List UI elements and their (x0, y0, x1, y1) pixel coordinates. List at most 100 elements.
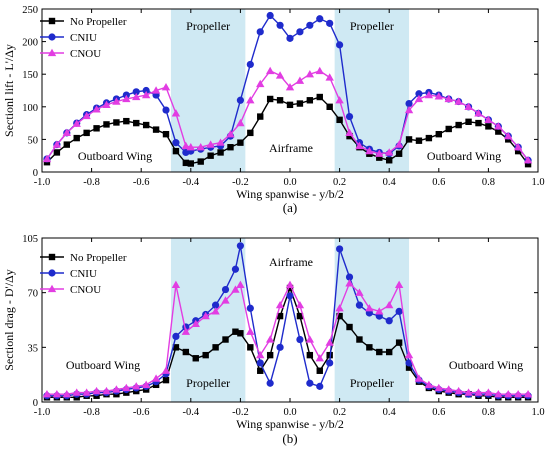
data-point (375, 307, 384, 315)
data-point (296, 100, 304, 107)
data-point (395, 339, 403, 346)
x-tick-label: 0.6 (432, 407, 445, 418)
y-tick-label: 250 (22, 5, 38, 16)
series-line-0 (47, 285, 529, 398)
data-point (316, 15, 324, 23)
data-point (132, 382, 141, 390)
data-point (434, 383, 443, 392)
region-annotation-0: Airframe (269, 255, 313, 269)
legend-marker (48, 33, 56, 41)
data-point (276, 312, 284, 320)
data-point (103, 121, 110, 128)
legend-marker (47, 284, 57, 293)
data-point (306, 97, 314, 104)
data-point (276, 343, 284, 351)
data-point (63, 141, 70, 148)
legend-item-0: No Propeller (40, 16, 127, 28)
data-point (42, 389, 52, 398)
legend: No Propeller CNIU CNOU (40, 16, 127, 60)
data-point (454, 97, 463, 105)
data-point (524, 160, 532, 168)
data-point (265, 335, 275, 343)
data-point (246, 96, 255, 104)
panel-caption: (a) (283, 200, 297, 215)
data-point (475, 119, 482, 127)
data-point (394, 280, 404, 289)
x-tick-label: 0.8 (482, 407, 495, 418)
data-point (82, 388, 91, 396)
data-point (424, 90, 434, 99)
data-point (257, 367, 264, 374)
legend-marker (48, 253, 56, 261)
data-point (394, 140, 404, 148)
data-point (216, 138, 225, 146)
y-tick-label: 150 (22, 70, 38, 81)
data-point (162, 376, 170, 384)
data-point (73, 134, 80, 142)
data-point (295, 300, 305, 309)
data-point (192, 355, 199, 362)
data-point (306, 379, 314, 387)
data-point (326, 19, 334, 27)
data-point (315, 66, 324, 75)
data-point (285, 280, 295, 289)
data-point (484, 388, 493, 396)
x-tick-label: 1.0 (531, 177, 544, 188)
series-line-2 (47, 282, 529, 395)
data-point (92, 105, 101, 113)
data-point (346, 132, 353, 140)
data-point (434, 92, 443, 100)
x-tick-label: 0.0 (283, 407, 296, 418)
x-tick-label: 0.4 (383, 407, 397, 418)
x-tick-label: -1.0 (34, 407, 51, 418)
data-point (455, 121, 462, 129)
data-point (385, 148, 394, 156)
data-point (514, 147, 522, 155)
data-point (236, 242, 244, 250)
chart-panel-1: Propeller Propeller Airframe Outboard Wing O… (2, 234, 545, 446)
data-point (62, 128, 71, 137)
x-axis-label: Wing spanwise - y/b/2 (236, 417, 344, 431)
propeller-region-label-1: Propeller (350, 376, 394, 390)
legend-label: CNOU (70, 48, 101, 60)
data-point (266, 95, 274, 103)
data-point (247, 129, 254, 137)
data-point (256, 359, 264, 367)
data-point (142, 121, 150, 129)
data-point (182, 348, 190, 356)
data-point (316, 367, 323, 374)
data-point (386, 157, 393, 164)
x-tick-label: -1.0 (34, 177, 51, 188)
data-point (52, 389, 62, 398)
data-point (246, 60, 254, 69)
data-point (246, 327, 255, 335)
data-point (326, 359, 334, 367)
data-point (181, 141, 191, 150)
data-point (306, 21, 314, 29)
data-point (151, 86, 161, 94)
panel-caption: (b) (282, 431, 297, 446)
data-point (206, 140, 215, 148)
x-tick-label: -0.6 (133, 407, 150, 418)
data-point (227, 144, 234, 151)
data-point (376, 348, 383, 356)
data-point (181, 327, 191, 335)
region-annotation-1: Outboard Wing (66, 358, 140, 372)
data-point (226, 129, 235, 138)
x-tick-label: -0.2 (232, 177, 249, 188)
data-point (275, 71, 285, 79)
data-point (257, 113, 264, 120)
x-tick-label: -0.8 (83, 407, 100, 418)
data-point (355, 288, 364, 296)
data-point (247, 344, 254, 351)
data-point (112, 97, 121, 105)
data-point (465, 118, 472, 125)
data-point (296, 312, 304, 320)
data-point (152, 126, 160, 133)
data-point (286, 101, 294, 109)
data-point (221, 285, 230, 294)
data-point (355, 141, 364, 150)
data-point (415, 137, 423, 144)
legend-marker (48, 269, 56, 277)
data-point (172, 344, 180, 351)
